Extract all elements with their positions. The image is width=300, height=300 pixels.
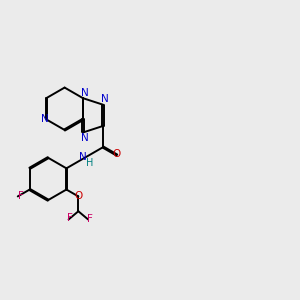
Text: N: N: [81, 88, 88, 98]
Text: F: F: [87, 214, 92, 224]
Text: O: O: [113, 148, 121, 159]
Text: F: F: [18, 191, 24, 201]
Text: H: H: [86, 158, 93, 168]
Text: N: N: [41, 114, 49, 124]
Text: N: N: [101, 94, 109, 104]
Text: O: O: [74, 191, 82, 201]
Text: F: F: [67, 213, 73, 223]
Text: N: N: [81, 133, 88, 143]
Text: N: N: [80, 152, 87, 162]
